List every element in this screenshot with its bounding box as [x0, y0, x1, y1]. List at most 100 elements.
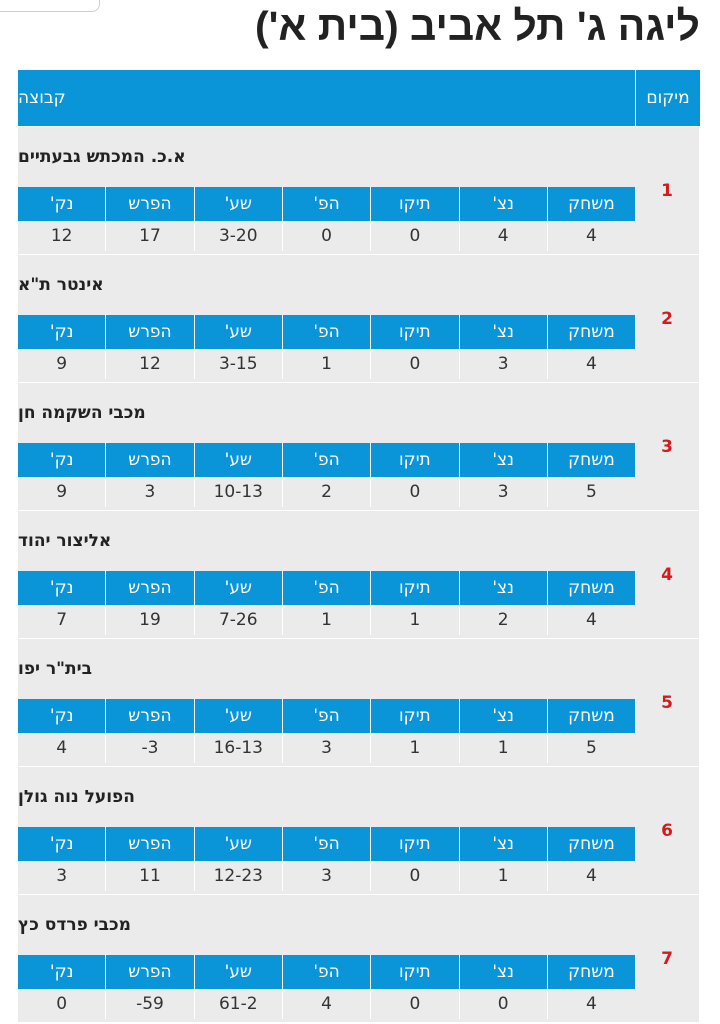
stat-value: 3 — [321, 866, 332, 886]
stat-column: הפרש 3- — [105, 699, 194, 763]
position-number: 4 — [635, 511, 700, 638]
team-name[interactable]: אליצור יהוד — [18, 531, 112, 551]
stat-label: נצ' — [459, 443, 547, 477]
stat-column: תיקו 0 — [370, 955, 459, 1019]
table-row[interactable]: מכבי השקמה חן משחק 5 נצ' 3 תיקו 0 הפ' 2 שע' 10-13 ה… — [18, 382, 700, 510]
stat-label: הפ' — [282, 827, 371, 861]
team-name[interactable]: מכבי פרדס כץ — [18, 915, 131, 935]
stat-label: נצ' — [459, 571, 547, 605]
stat-value: 12 — [50, 226, 73, 246]
stat-column: הפרש 11 — [105, 827, 194, 891]
stat-label: נק' — [18, 955, 106, 989]
stat-value: 0 — [497, 994, 509, 1014]
stat-label: משחק — [547, 571, 636, 605]
stat-value: 2 — [497, 610, 509, 630]
stat-value: 1 — [409, 610, 421, 630]
team-name[interactable]: אינטר ת"א — [18, 275, 104, 295]
stat-value: 2 — [321, 482, 332, 502]
stat-column: תיקו 1 — [370, 699, 459, 763]
stat-label: הפ' — [282, 699, 371, 733]
stat-column: משחק 5 — [546, 443, 636, 507]
stat-value: 4 — [586, 994, 597, 1014]
position-number: 6 — [635, 767, 700, 894]
stat-column: הפ' 3 — [281, 827, 371, 891]
stat-value: 61-2 — [218, 994, 258, 1014]
stat-value: 12-23 — [213, 866, 263, 886]
stat-column: הפ' 0 — [281, 187, 371, 251]
stat-column: שע' 12-23 — [193, 827, 282, 891]
stat-column: נצ' 3 — [458, 443, 547, 507]
team-block: בית"ר יפו משחק 5 נצ' 1 תיקו 1 הפ' 3 שע' 16-13 הפרש 3… — [18, 639, 636, 766]
stat-label: הפ' — [282, 443, 371, 477]
stat-value: 0 — [409, 482, 421, 502]
stat-column: משחק 4 — [546, 187, 636, 251]
stat-value: 3 — [56, 866, 68, 886]
stat-value: 1 — [321, 610, 332, 630]
stat-label: תיקו — [371, 443, 459, 477]
stat-label: משחק — [547, 955, 636, 989]
stat-label: שע' — [194, 315, 282, 349]
stat-column: הפרש 59- — [105, 955, 194, 1019]
stat-value: 3- — [141, 738, 159, 758]
stat-label: שע' — [194, 955, 282, 989]
stat-label: נצ' — [459, 699, 547, 733]
team-name[interactable]: מכבי השקמה חן — [18, 403, 146, 423]
team-name[interactable]: הפועל נוה גולן — [18, 787, 135, 807]
standings-table: קבוצה מיקום א.כ. המכתש גבעתיים משחק 4 נצ' 4 ת… — [18, 70, 700, 1022]
stat-value: 0 — [409, 866, 421, 886]
stat-label: תיקו — [371, 571, 459, 605]
stat-column: נק' 12 — [18, 187, 106, 251]
position-number: 5 — [635, 639, 700, 766]
stat-label: נק' — [18, 699, 106, 733]
stat-column: הפ' 2 — [281, 443, 371, 507]
team-stats: משחק 4 נצ' 1 תיקו 0 הפ' 3 שע' 12-23 הפרש 11 נק' 3 — [18, 827, 636, 891]
stat-column: שע' 3-15 — [193, 315, 282, 379]
stat-value: 16-13 — [213, 738, 263, 758]
stat-label: תיקו — [371, 955, 459, 989]
table-row[interactable]: א.כ. המכתש גבעתיים משחק 4 נצ' 4 תיקו 0 הפ' 0 שע' 3… — [18, 126, 700, 254]
stat-column: הפ' 3 — [281, 699, 371, 763]
stat-label: הפ' — [282, 315, 371, 349]
stat-column: נק' 0 — [18, 955, 106, 1019]
team-block: א.כ. המכתש גבעתיים משחק 4 נצ' 4 תיקו 0 הפ' 0 שע' 3… — [18, 127, 636, 254]
top-tab-button[interactable] — [0, 0, 100, 12]
stat-value: 1 — [409, 738, 421, 758]
stat-label: משחק — [547, 443, 636, 477]
stat-label: הפרש — [106, 315, 194, 349]
position-column-header: מיקום — [635, 70, 700, 126]
stat-column: משחק 4 — [546, 315, 636, 379]
stat-value: 3 — [144, 482, 156, 502]
team-name[interactable]: א.כ. המכתש גבעתיים — [18, 147, 186, 167]
position-number: 2 — [635, 255, 700, 382]
stat-value: 3-15 — [218, 354, 258, 374]
stat-value: 3-20 — [218, 226, 258, 246]
stat-label: משחק — [547, 699, 636, 733]
stat-column: משחק 5 — [546, 699, 636, 763]
stat-value: 5 — [586, 738, 597, 758]
table-row[interactable]: אליצור יהוד משחק 4 נצ' 2 תיקו 1 הפ' 1 שע' 7-26 הפרש… — [18, 510, 700, 638]
stat-column: נק' 3 — [18, 827, 106, 891]
stat-label: שע' — [194, 443, 282, 477]
stat-label: נצ' — [459, 187, 547, 221]
table-row[interactable]: אינטר ת"א משחק 4 נצ' 3 תיקו 0 הפ' 1 שע' 3-15 הפרש 12… — [18, 254, 700, 382]
table-row[interactable]: מכבי פרדס כץ משחק 4 נצ' 0 תיקו 0 הפ' 4 שע' 61-2 הפר… — [18, 894, 700, 1022]
stat-label: נצ' — [459, 955, 547, 989]
stat-value: 1 — [321, 354, 332, 374]
team-stats: משחק 4 נצ' 2 תיקו 1 הפ' 1 שע' 7-26 הפרש 19 נק' 7 — [18, 571, 636, 635]
team-block: מכבי פרדס כץ משחק 4 נצ' 0 תיקו 0 הפ' 4 שע' 61-2 הפר… — [18, 895, 636, 1022]
stat-column: הפ' 1 — [281, 571, 371, 635]
stat-value: 19 — [139, 610, 161, 630]
stat-value: 1 — [497, 866, 509, 886]
stat-label: שע' — [194, 827, 282, 861]
stat-column: נצ' 3 — [458, 315, 547, 379]
stat-label: משחק — [547, 315, 636, 349]
stat-value: 1 — [497, 738, 509, 758]
table-row[interactable]: הפועל נוה גולן משחק 4 נצ' 1 תיקו 0 הפ' 3 שע' 12-23… — [18, 766, 700, 894]
stat-column: משחק 4 — [546, 571, 636, 635]
team-block: אינטר ת"א משחק 4 נצ' 3 תיקו 0 הפ' 1 שע' 3-15 הפרש 12… — [18, 255, 636, 382]
stat-column: שע' 10-13 — [193, 443, 282, 507]
stat-value: 4 — [586, 226, 597, 246]
stat-column: תיקו 0 — [370, 315, 459, 379]
table-row[interactable]: בית"ר יפו משחק 5 נצ' 1 תיקו 1 הפ' 3 שע' 16-13 הפרש 3… — [18, 638, 700, 766]
team-name[interactable]: בית"ר יפו — [18, 659, 93, 679]
